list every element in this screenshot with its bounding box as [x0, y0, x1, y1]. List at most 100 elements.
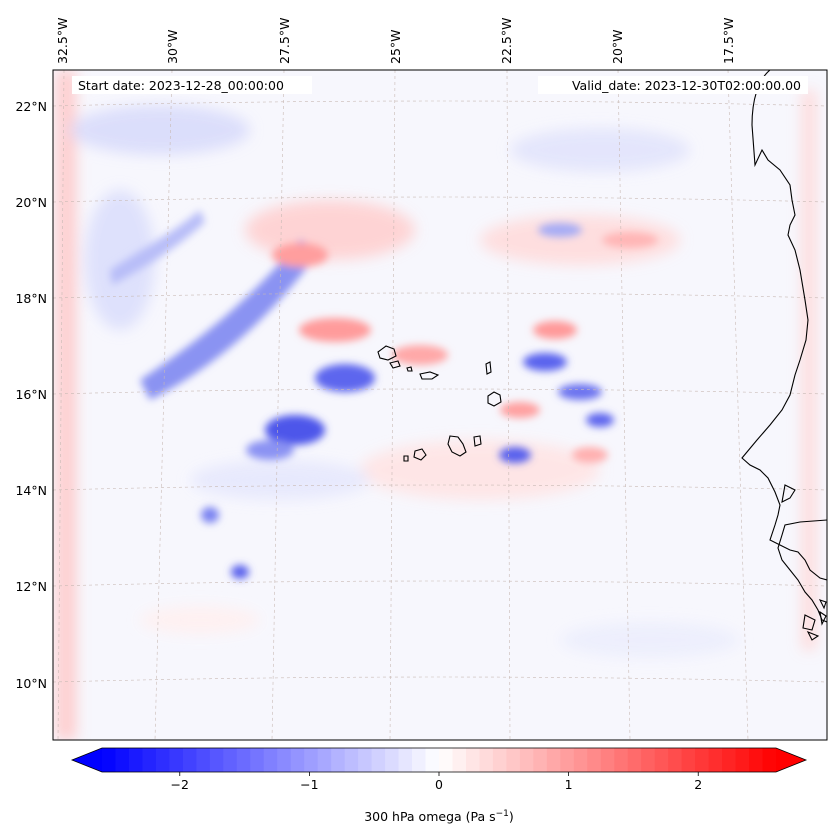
- red-band-east: [480, 215, 680, 265]
- colorbar-segment: [708, 748, 723, 772]
- colorbar-extend-max: [776, 748, 806, 772]
- faint-blue-southeast: [560, 622, 740, 658]
- island-sao-nicolau: [419, 371, 440, 380]
- colorbar-segment: [641, 748, 656, 772]
- blue-streak-diagonal: [140, 240, 320, 400]
- colorbar-segment: [142, 748, 157, 772]
- gridlines: [53, 70, 827, 740]
- omega-field: [56, 70, 816, 740]
- colorbar-label: 300 hPa omega (Pa s−1): [364, 809, 514, 824]
- gridline-lon-17-5: [727, 70, 749, 740]
- colorbar-segment: [155, 748, 170, 772]
- colorbar-segment: [169, 748, 184, 772]
- blue-core-southwest: [265, 415, 325, 445]
- island-sao-vicente: [389, 360, 401, 369]
- colorbar-segment: [668, 748, 683, 772]
- lon-label-25w: 25°W: [388, 29, 403, 64]
- lon-label-22-5w: 22.5°W: [499, 18, 514, 64]
- colorbar-segment: [439, 748, 454, 772]
- island-maio: [473, 435, 482, 447]
- colorbar-segment: [196, 748, 211, 772]
- colorbar-segment: [654, 748, 669, 772]
- map-panel: Start date: 2023-12-28_00:00:00 Valid_da…: [52, 69, 828, 741]
- start-date-box: [72, 76, 312, 94]
- colorbar-segment: [371, 748, 386, 772]
- colorbar-segment: [519, 748, 534, 772]
- faint-red-southwest: [140, 606, 260, 634]
- coast-detail-1: [781, 484, 796, 503]
- red-core-east-1: [533, 321, 577, 339]
- colorbar-segment: [749, 748, 764, 772]
- island-boa-vista: [487, 391, 502, 407]
- gridline-lon-22-5: [506, 70, 511, 740]
- colorbar-segment: [506, 748, 521, 772]
- blue-streak-northwest: [110, 210, 205, 285]
- island-sal: [485, 361, 492, 375]
- colorbar-segment: [600, 748, 615, 772]
- colorbar-extend-min: [72, 748, 102, 772]
- red-core-east-3: [572, 447, 608, 463]
- africa-coastline: [741, 70, 827, 581]
- blue-dot-south-1: [201, 507, 219, 523]
- colorbar-segment: [614, 748, 629, 772]
- colorbar-segment: [681, 748, 696, 772]
- lon-label-17-5w: 17.5°W: [721, 18, 736, 64]
- colorbar-segment: [263, 748, 278, 772]
- colorbar-segment: [223, 748, 238, 772]
- blue-band-south: [190, 460, 370, 500]
- colorbar-segment: [102, 748, 117, 772]
- colorbar-ticks: −2 −1 0 1 2: [171, 772, 702, 792]
- colorbar-segment: [182, 748, 197, 772]
- edge-band-left: [56, 70, 76, 740]
- coastlines: [741, 70, 827, 641]
- colorbar-tick-label: −2: [171, 777, 189, 792]
- cabo-verde-islands: [377, 345, 502, 462]
- colorbar-segment: [425, 748, 440, 772]
- island-fogo: [413, 448, 427, 461]
- gridline-lat-20: [53, 196, 827, 203]
- colorbar-segment: [546, 748, 561, 772]
- gridline-lon-32-5: [57, 70, 65, 740]
- colorbar-segment: [452, 748, 467, 772]
- red-core-west: [272, 243, 328, 267]
- blue-band-west: [85, 190, 155, 330]
- colorbar-segment: [412, 748, 427, 772]
- map-frame: [52, 69, 828, 741]
- colorbar-segment: [533, 748, 548, 772]
- colorbar: −2 −1 0 1 2 300 hPa omega (Pa s−1): [70, 747, 808, 824]
- colorbar-segment: [331, 748, 346, 772]
- colorbar-segment: [344, 748, 359, 772]
- lat-label-20n: 20°N: [15, 195, 47, 210]
- colorbar-segment: [722, 748, 737, 772]
- colorbar-segment: [317, 748, 332, 772]
- lon-label-30w: 30°W: [165, 29, 180, 64]
- lat-label-12n: 12°N: [15, 579, 47, 594]
- colorbar-segment: [560, 748, 575, 772]
- colorbar-segment: [492, 748, 507, 772]
- blue-band-north: [70, 105, 250, 155]
- gridline-lon-20: [617, 70, 631, 740]
- colorbar-tick-label: 2: [694, 777, 702, 792]
- longitude-labels: 32.5°W 30°W 27.5°W 25°W 22.5°W 20°W 17.5…: [55, 18, 736, 64]
- colorbar-tick-label: 1: [565, 777, 573, 792]
- colorbar-segment: [290, 748, 305, 772]
- gridline-lat-16: [53, 388, 827, 395]
- lat-label-18n: 18°N: [15, 291, 47, 306]
- lat-label-14n: 14°N: [15, 483, 47, 498]
- colorbar-segment: [358, 748, 373, 772]
- blue-core-central: [315, 364, 375, 392]
- gridline-lat-14: [53, 484, 827, 491]
- gridline-lat-22: [53, 100, 827, 107]
- red-band-south: [360, 440, 600, 500]
- blue-band-northeast: [510, 128, 690, 172]
- island-santo-antao: [377, 345, 397, 361]
- red-band-central: [245, 200, 415, 260]
- lat-label-22n: 22°N: [15, 99, 47, 114]
- valid-date-box: [538, 76, 808, 94]
- colorbar-segment: [209, 748, 224, 772]
- coast-detail-4: [819, 610, 827, 626]
- red-core-north: [299, 318, 371, 342]
- blue-core-east-4: [586, 413, 614, 427]
- gridline-lon-25: [389, 70, 396, 740]
- colorbar-segment: [277, 748, 292, 772]
